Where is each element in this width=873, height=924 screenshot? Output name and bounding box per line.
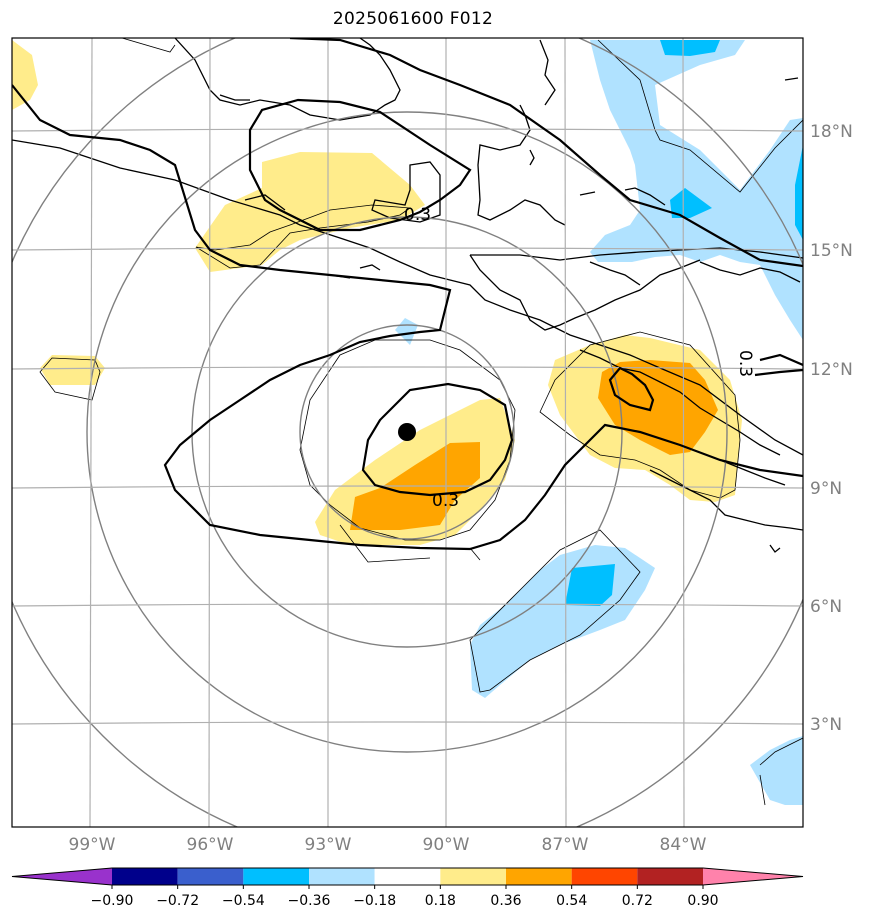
colorbar-tick-label: −0.36: [288, 893, 331, 909]
colorbar: −0.90 −0.72 −0.54 −0.36 −0.18 0.18 0.36 0.54 0.7…: [11, 867, 804, 909]
colorbar-tick-label: 0.72: [622, 893, 653, 909]
lon-label: 87°W: [542, 835, 589, 855]
lat-label: 15°N: [810, 241, 853, 261]
colorbar-segment: [571, 868, 638, 885]
colorbar-segment: [440, 868, 506, 885]
contour-label-group: 0.3 0.3 0.3: [404, 205, 755, 511]
colorbar-tick-label: −0.90: [91, 893, 134, 909]
colorbar-segment: [112, 868, 178, 885]
colorbar-segment: [506, 868, 572, 885]
bold-contour-lines: [12, 38, 803, 551]
lat-label: 6°N: [810, 597, 842, 617]
contour-label: 0.3: [735, 350, 755, 377]
lon-label: 96°W: [187, 835, 234, 855]
colorbar-extend-high: [703, 868, 803, 885]
lat-label: 9°N: [810, 479, 842, 499]
colorbar-tick-label: −0.72: [156, 893, 199, 909]
contour-label: 0.3: [404, 205, 431, 225]
lat-label: 3°N: [810, 715, 842, 735]
lat-label: 18°N: [810, 122, 853, 142]
graticule: [12, 38, 803, 827]
colorbar-tick-label: 0.90: [687, 893, 718, 909]
colorbar-tick-label: 0.54: [556, 893, 587, 909]
storm-center-marker: [398, 423, 416, 441]
colorbar-segment: [243, 868, 309, 885]
lon-label: 90°W: [423, 835, 470, 855]
colorbar-tick-label: 0.36: [490, 893, 521, 909]
lat-label: 12°N: [810, 360, 853, 380]
colorbar-tick-label: 0.18: [425, 893, 456, 909]
shading-deep-sky-blue: [565, 40, 803, 606]
contour-label: 0.3: [432, 491, 459, 511]
latitude-labels: 18°N 15°N 12°N 9°N 6°N 3°N: [810, 122, 853, 735]
plot-title: 2025061600 F012: [332, 9, 494, 29]
colorbar-tick-label: −0.54: [222, 893, 265, 909]
map-frame: [11, 37, 804, 828]
lon-label: 84°W: [660, 835, 707, 855]
colorbar-segment: [374, 868, 441, 885]
map-layers: 0.3 0.3 0.3: [12, 38, 803, 827]
colorbar-extend-low: [12, 868, 112, 885]
colorbar-tick-label: −0.18: [353, 893, 396, 909]
colorbar-segment: [637, 868, 703, 885]
lon-label: 93°W: [305, 835, 352, 855]
lon-label: 99°W: [69, 835, 116, 855]
colorbar-segment: [309, 868, 375, 885]
colorbar-segment: [177, 868, 244, 885]
longitude-labels: 99°W 96°W 93°W 90°W 87°W 84°W: [69, 835, 707, 855]
coastlines-borders: [12, 38, 803, 553]
